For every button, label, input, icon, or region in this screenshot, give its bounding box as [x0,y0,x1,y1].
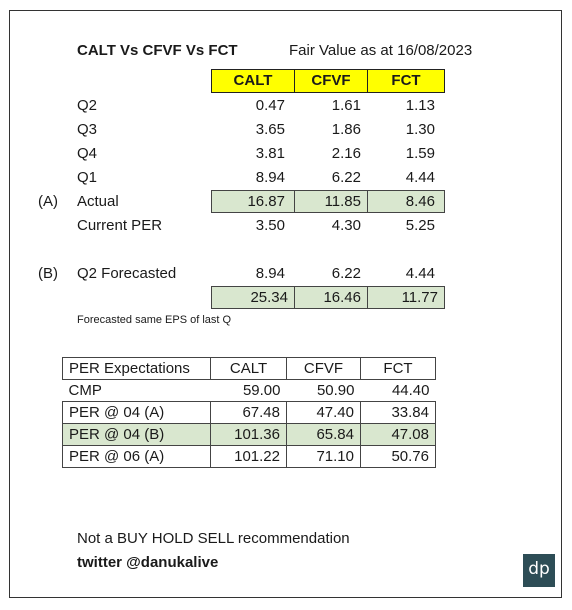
header-cfvf: CFVF [294,69,368,93]
row-label: Actual [77,193,119,210]
forecast-value: 8.94 [255,265,285,282]
value-cell: 47.08 [360,423,436,446]
row-value: 1.59 [405,145,435,162]
content-frame [9,10,562,598]
page-title: CALT Vs CFVF Vs FCT [77,42,238,59]
row-value: 2.16 [331,145,361,162]
row-value: 8.94 [255,169,285,186]
header-calt: CALT [211,69,295,93]
value-cell: 65.84 [286,423,361,446]
forecast-value: 4.44 [405,265,435,282]
header-cell: CFVF [286,357,361,380]
row-value: 11.85 [324,193,361,210]
table-row-highlighted: PER @ 04 (B) 101.36 65.84 47.08 [62,423,436,446]
header-cell: CALT [210,357,287,380]
value-cell: 101.36 [210,423,287,446]
row-label-cell: CMP [68,382,102,399]
row-value: 5.25 [405,217,435,234]
row-label: Current PER [77,217,163,234]
row-value: 3.65 [255,121,285,138]
header-cell: FCT [360,357,436,380]
twitter-handle: twitter @danukalive [77,554,219,571]
value-cell: 44.40 [391,382,430,399]
row-label: Q1 [77,169,98,186]
header-fct: FCT [367,69,445,93]
table-row: CMP 59.00 50.90 44.40 [63,380,436,402]
value-cell: 67.48 [210,401,287,424]
value-cell: 101.22 [210,445,287,468]
dp-logo: dp [523,554,555,587]
row-label: Q3 [77,121,98,138]
row-value: 3.81 [255,145,285,162]
forecast-total-row: 25.34 16.46 11.77 [211,286,445,309]
forecast-label: Q2 Forecasted [77,265,177,282]
forecast-total-calt: 25.34 [212,287,295,308]
row-label-cell: PER @ 04 (A) [62,401,211,424]
value-cell: 59.00 [242,382,281,399]
forecast-marker: (B) [38,265,58,282]
disclaimer-text: Not a BUY HOLD SELL recommendation [77,530,350,547]
fair-value-date: Fair Value as at 16/08/2023 [289,42,473,59]
row-value: 8.46 [405,193,435,210]
forecast-total-cfvf: 16.46 [295,287,368,308]
value-cell: 50.90 [316,382,355,399]
row-value: 3.50 [255,217,285,234]
row-value: 1.13 [405,97,435,114]
value-cell: 47.40 [286,401,361,424]
forecast-note: Forecasted same EPS of last Q [77,314,232,326]
row-value: 4.30 [331,217,361,234]
row-value: 16.87 [247,193,285,210]
row-value: 1.86 [331,121,361,138]
row-marker: (A) [38,193,58,210]
row-label: Q4 [77,145,98,162]
value-cell: 50.76 [360,445,436,468]
row-value: 6.22 [331,169,361,186]
forecast-value: 6.22 [331,265,361,282]
row-value: 1.30 [405,121,435,138]
table-row: PER @ 04 (A) 67.48 47.40 33.84 [62,401,436,424]
row-label: Q2 [77,97,98,114]
actual-row-band [211,190,445,213]
row-label-cell: PER @ 04 (B) [62,423,211,446]
table-row: PER @ 06 (A) 101.22 71.10 50.76 [62,445,436,468]
row-value: 4.44 [405,169,435,186]
forecast-total-fct: 11.77 [401,289,438,306]
row-value: 0.47 [255,97,285,114]
header-cell: PER Expectations [62,357,211,380]
row-value: 1.61 [331,97,361,114]
table-header-row: PER Expectations CALT CFVF FCT [62,357,436,380]
value-cell: 71.10 [286,445,361,468]
per-expectations-table: PER Expectations CALT CFVF FCT CMP 59.00… [62,357,436,468]
row-label-cell: PER @ 06 (A) [62,445,211,468]
value-cell: 33.84 [360,401,436,424]
